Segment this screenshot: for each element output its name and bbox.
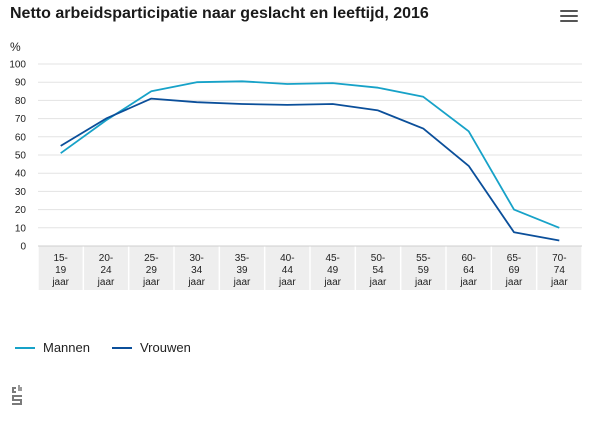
cbs-logo-icon <box>12 385 22 405</box>
x-tick-label: 65-69 jaar <box>505 253 523 288</box>
menu-bar <box>560 15 578 17</box>
series-lines <box>60 80 560 242</box>
y-tick-label: 0 <box>20 242 26 253</box>
y-tick-label: 80 <box>15 96 27 107</box>
x-tick-label: 70-74 jaar <box>550 253 568 288</box>
x-tick-label: 60-64 jaar <box>459 253 477 288</box>
x-tick-label: 20-24 jaar <box>97 253 115 288</box>
x-tick-label: 50-54 jaar <box>369 253 387 288</box>
line-chart: % 0 10 20 30 40 50 60 70 80 90 100 15-19 jaar 20-24 j… <box>9 40 583 290</box>
legend-item-vrouwen[interactable]: Vrouwen <box>111 340 191 355</box>
x-tick-label: 30-34 jaar <box>187 253 205 288</box>
y-tick-label: 30 <box>15 187 27 198</box>
legend-item-mannen[interactable]: Mannen <box>15 340 90 355</box>
y-axis-ticks: 0 10 20 30 40 50 60 70 80 90 100 <box>9 60 26 253</box>
x-axis-ticks: 15-19 jaar 20-24 jaar 25-29 jaar 30-34 jaar 35-3… <box>51 253 568 288</box>
x-tick-label: 45-49 jaar <box>323 253 341 288</box>
legend-label-mannen: Mannen <box>43 340 90 355</box>
legend-label-vrouwen: Vrouwen <box>139 340 191 355</box>
legend-swatch-vrouwen <box>111 346 132 349</box>
series-line-mannen <box>60 80 560 229</box>
chart-title: Netto arbeidsparticipatie naar geslacht … <box>10 5 429 22</box>
y-tick-label: 20 <box>15 205 27 216</box>
x-tick-label: 55-59 jaar <box>414 253 432 288</box>
x-tick-label: 15-19 jaar <box>51 253 69 288</box>
y-tick-label: 10 <box>15 223 27 234</box>
x-axis-band <box>37 245 583 290</box>
y-tick-label: 60 <box>15 132 27 143</box>
y-tick-label: 90 <box>15 78 27 89</box>
x-tick-label: 40-44 jaar <box>278 253 296 288</box>
y-axis-label: % <box>10 40 21 54</box>
legend-swatch-mannen <box>15 346 35 349</box>
menu-bar <box>560 20 578 22</box>
x-tick-label: 35-39 jaar <box>233 253 251 288</box>
y-tick-label: 100 <box>9 60 26 71</box>
menu-bar <box>560 10 578 12</box>
y-tick-label: 40 <box>15 169 27 180</box>
legend: Mannen Vrouwen <box>15 340 191 355</box>
y-tick-label: 70 <box>15 114 27 125</box>
hamburger-menu-icon[interactable] <box>560 10 578 26</box>
series-line-vrouwen <box>60 97 560 242</box>
y-tick-label: 50 <box>15 151 27 162</box>
grid-lines <box>38 63 582 247</box>
x-tick-label: 25-29 jaar <box>142 253 160 288</box>
